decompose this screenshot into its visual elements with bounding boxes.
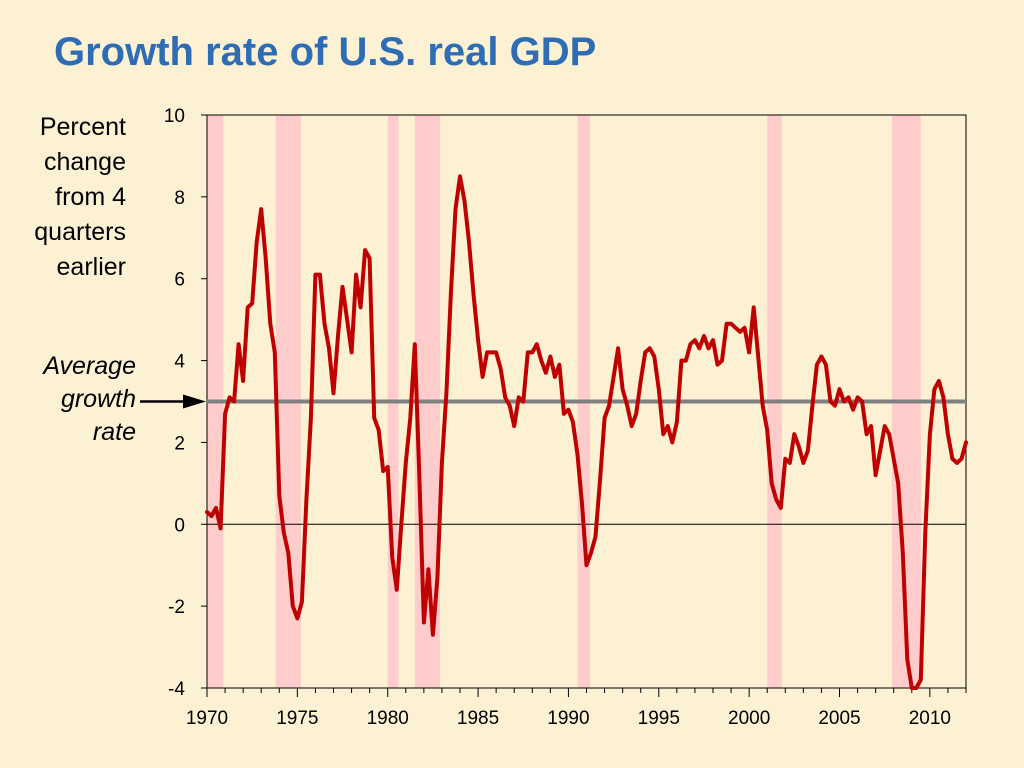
average-arrow-icon <box>140 394 206 409</box>
y-tick-label: 6 <box>174 270 185 291</box>
x-tick-label: 1975 <box>276 708 318 729</box>
average-growth-label: Average growth rate <box>4 350 136 449</box>
x-tick-label: 1990 <box>547 708 589 729</box>
page-title: Growth rate of U.S. real GDP <box>54 30 597 74</box>
average-label-line: Average <box>43 352 136 380</box>
average-label-line: growth <box>60 385 136 413</box>
x-tick-label: 1995 <box>638 708 680 729</box>
average-label-line: rate <box>92 418 136 446</box>
x-tick-label: 1985 <box>457 708 499 729</box>
y-tick-label: 0 <box>174 515 185 536</box>
y-axis-label-line: change <box>43 148 126 176</box>
x-tick-label: 1980 <box>367 708 409 729</box>
x-tick-label: 2000 <box>728 708 770 729</box>
y-axis-label-line: earlier <box>56 253 126 281</box>
y-tick-label: 2 <box>174 433 185 454</box>
x-tick-label: 1970 <box>186 708 228 729</box>
y-tick-label: 4 <box>174 352 185 373</box>
y-axis-label-line: Percent <box>39 113 126 141</box>
series-line-gdp-growth <box>205 174 968 690</box>
y-axis-label-line: quarters <box>34 218 126 246</box>
y-axis-label-line: from 4 <box>55 183 126 211</box>
x-tick-label: 2005 <box>818 708 860 729</box>
y-tick-label: -4 <box>168 679 185 700</box>
axis-ticks: -4 -2 0 2 4 6 8 10 1970 1975 1980 1985 1990 1995 2000 2… <box>164 106 967 729</box>
y-axis-label: Percent change from 4 quarters earlier <box>4 110 126 285</box>
x-tick-label: 2010 <box>909 708 951 729</box>
arrow-head <box>183 394 206 409</box>
y-tick-label: 10 <box>164 106 185 127</box>
y-tick-label: -2 <box>168 597 185 618</box>
y-tick-label: 8 <box>174 188 185 209</box>
